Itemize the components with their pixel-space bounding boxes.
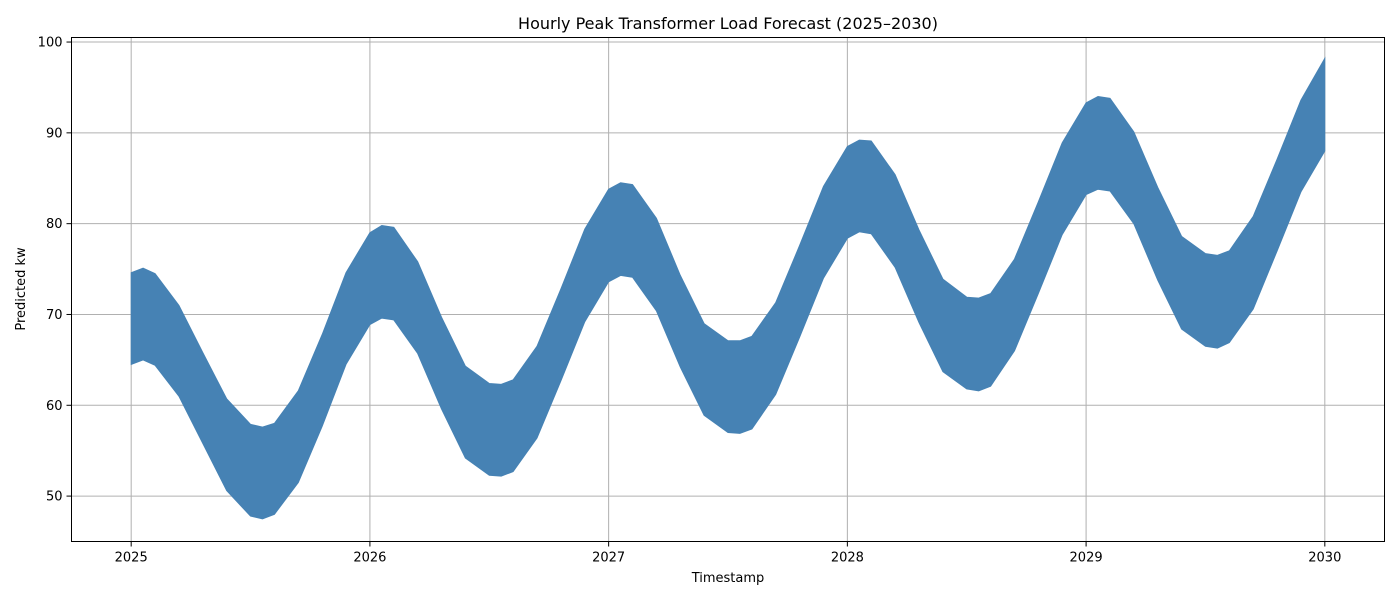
y-tick-label: 90 [46, 126, 63, 141]
data-layer [130, 56, 1326, 520]
x-axis-label: Timestamp [691, 571, 765, 586]
y-tick-label: 60 [46, 399, 63, 414]
y-tick-label: 70 [46, 308, 63, 323]
x-tick-label: 2029 [1070, 551, 1103, 566]
chart-title: Hourly Peak Transformer Load Forecast (2… [518, 14, 938, 33]
y-tick-label: 50 [46, 490, 63, 505]
tick-layer: 2025 2026 2027 2028 2029 2030 50 60 70 80 90 100 [38, 36, 1342, 566]
y-tick-label: 100 [38, 36, 63, 51]
y-axis-label: Predicted kw [14, 247, 29, 331]
x-tick-label: 2027 [592, 551, 625, 566]
x-tick-label: 2026 [353, 551, 386, 566]
plot-frame [71, 37, 1385, 542]
x-tick-label: 2030 [1308, 551, 1341, 566]
y-tick-label: 80 [46, 217, 63, 232]
x-tick-label: 2028 [831, 551, 864, 566]
x-tick-label: 2025 [115, 551, 148, 566]
load-band-area [130, 56, 1326, 520]
